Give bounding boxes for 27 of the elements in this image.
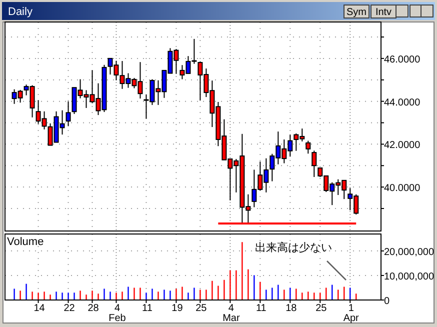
x-tick-label: 4 Feb: [108, 303, 126, 324]
x-tick-label: 18: [286, 303, 298, 314]
y-tick-label: 44.0000: [384, 97, 421, 108]
y-tick-label: 0: [384, 296, 390, 307]
x-tick-label: 11: [142, 303, 153, 314]
text: Sym: [346, 7, 366, 18]
x-tick-label: 14: [34, 303, 46, 314]
candlestick: [306, 140, 311, 154]
y-tick-label: 20,000,000: [384, 246, 434, 258]
x-tick-label: 4 Mar: [222, 303, 240, 324]
candlestick: [66, 100, 71, 127]
x-tick-label: 25: [196, 303, 208, 314]
x-tick-label: 11: [256, 303, 267, 314]
y-tick-label: 46.0000: [384, 54, 421, 66]
y-tick-label: 10,000,000: [384, 271, 434, 282]
x-tick-label: 22: [64, 303, 76, 314]
candlestick: [312, 150, 317, 178]
chart-title: Volume: [7, 236, 44, 248]
annotation: 出来高は少ない: [255, 241, 332, 254]
text: Intv: [375, 7, 392, 18]
x-tick-label: 19: [172, 303, 184, 314]
x-tick-label: 25: [316, 303, 328, 314]
y-tick-label: 42.0000: [384, 140, 421, 152]
y-tick-label: 40.0000: [384, 183, 421, 194]
chart-title: Daily: [8, 6, 33, 18]
x-tick-label: 28: [88, 303, 100, 314]
x-tick-label: 1 Apr: [343, 303, 360, 324]
